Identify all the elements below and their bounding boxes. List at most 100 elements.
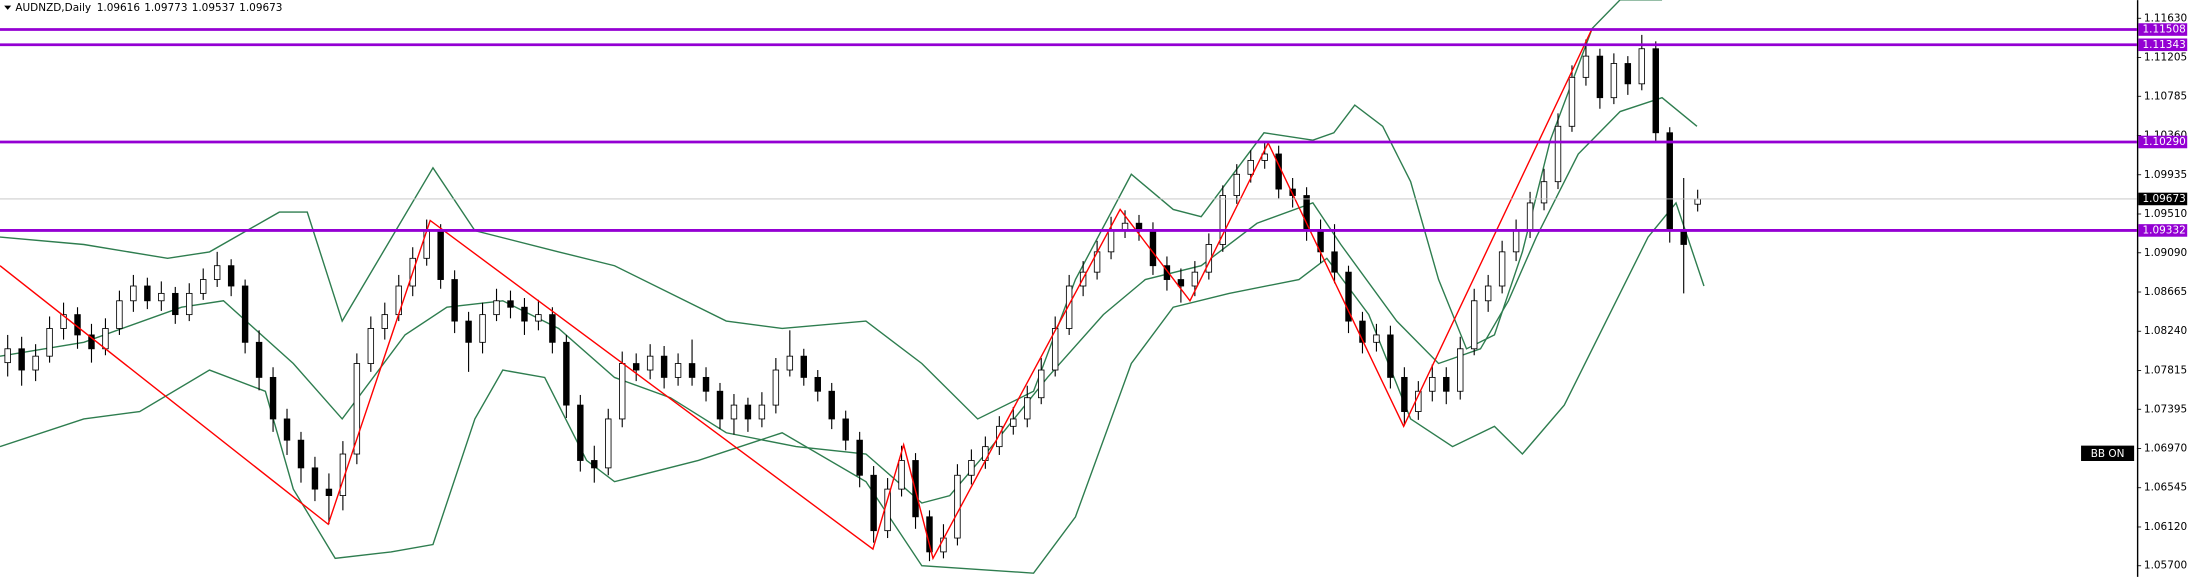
- candle-body: [688, 363, 696, 378]
- level-label-box: [2138, 135, 2188, 149]
- price-label: 1.09673: [2143, 193, 2186, 205]
- candle-body: [814, 376, 821, 392]
- candle-body: [1512, 230, 1520, 253]
- level-label: 1.10290: [2143, 136, 2186, 148]
- candle-body: [1568, 76, 1576, 127]
- chart-header: AUDNZD,Daily 1.09616 1.09773 1.09537 1.09673: [15, 2, 282, 14]
- y-tick-label: 1.09510: [2144, 208, 2187, 220]
- candle-body: [353, 363, 361, 455]
- candle-body: [535, 314, 542, 322]
- y-tick-label: 1.10785: [2144, 90, 2187, 102]
- candle-body: [1401, 376, 1408, 412]
- candle-body: [186, 292, 193, 316]
- y-tick-label: 1.09935: [2144, 169, 2187, 181]
- candle-body: [1526, 202, 1534, 232]
- candle-body: [632, 363, 640, 371]
- candle-body: [325, 488, 333, 496]
- candle-body: [116, 300, 123, 329]
- candle-body: [1666, 132, 1673, 232]
- candle-body: [367, 328, 375, 364]
- candle-body: [730, 404, 738, 420]
- candle-body: [255, 341, 263, 378]
- candle-body: [32, 355, 39, 371]
- y-tick-label: 1.05700: [2144, 560, 2187, 572]
- y-tick-label: 1.11630: [2144, 12, 2187, 24]
- candle-body: [507, 300, 514, 308]
- candle-body: [619, 363, 626, 420]
- candle-body: [269, 376, 277, 420]
- candle-body: [479, 314, 486, 343]
- candle-body: [744, 404, 752, 420]
- candle-body: [1554, 125, 1562, 183]
- candle-body: [241, 285, 249, 343]
- zigzag: [0, 28, 1593, 561]
- candle-body: [227, 265, 235, 287]
- candle-body: [758, 404, 766, 420]
- candle-body: [297, 439, 305, 469]
- y-tick-label: 1.06120: [2144, 521, 2187, 533]
- candle-body: [437, 230, 444, 280]
- candle-body: [493, 300, 500, 316]
- indicator-badge: [2081, 445, 2135, 461]
- candle-body: [563, 341, 570, 406]
- candle-body: [1582, 55, 1590, 78]
- candle-body: [1191, 271, 1199, 287]
- candle-body: [1219, 195, 1227, 245]
- candle-body: [996, 425, 1003, 448]
- candle-body: [451, 279, 458, 322]
- candle-body: [1345, 271, 1352, 322]
- candle-body: [213, 265, 221, 280]
- collapse-icon[interactable]: [4, 5, 12, 10]
- candle-body: [1443, 376, 1450, 392]
- candle-body: [1331, 251, 1338, 273]
- level-label-box: [2138, 38, 2188, 52]
- level-label: 1.11343: [2143, 39, 2186, 51]
- candle-body: [311, 467, 319, 490]
- candle-body: [60, 314, 67, 329]
- candle-body: [1233, 173, 1240, 196]
- candle-body: [1694, 198, 1701, 205]
- candle-body: [786, 355, 794, 371]
- candle-body: [702, 376, 710, 392]
- candle-body: [1457, 348, 1464, 392]
- candle-body: [674, 363, 682, 378]
- plot-area: [0, 0, 1705, 574]
- candle-body: [1359, 320, 1366, 343]
- y-tick-label: 1.09090: [2144, 247, 2187, 259]
- candle-body: [884, 488, 891, 532]
- candle-body: [1470, 300, 1478, 350]
- candle-body: [1247, 160, 1254, 175]
- candle-body: [968, 460, 975, 476]
- candle-body: [1498, 251, 1506, 287]
- candle-body: [172, 292, 179, 316]
- candle-body: [1065, 285, 1073, 329]
- y-tick-label: 1.08665: [2144, 286, 2187, 298]
- candle-body: [577, 404, 584, 461]
- candle-body: [4, 348, 11, 364]
- level-label: 1.11508: [2143, 24, 2186, 36]
- candle-body: [1373, 334, 1380, 343]
- candle-body: [339, 453, 347, 496]
- candle-body: [283, 418, 291, 441]
- symbol: AUDNZD,Daily: [15, 2, 91, 14]
- candle-body: [18, 348, 25, 371]
- header-low: 1.09537: [192, 2, 235, 14]
- candle-body: [1010, 418, 1017, 427]
- candle-body: [1596, 55, 1604, 99]
- candle-body: [46, 328, 53, 357]
- candle-body: [1429, 376, 1436, 392]
- y-tick-label: 1.07395: [2144, 403, 2187, 415]
- candle-body: [1051, 328, 1059, 371]
- candle-body: [549, 314, 556, 343]
- candle-body: [716, 390, 724, 420]
- candle-body: [1387, 334, 1394, 378]
- candle-body: [870, 474, 877, 532]
- candle-body: [1024, 397, 1031, 420]
- bollinger-lower: [0, 201, 1705, 574]
- candle-body: [828, 390, 835, 420]
- candle-body: [591, 460, 598, 469]
- candle-body: [660, 355, 668, 378]
- candle-body: [130, 285, 137, 302]
